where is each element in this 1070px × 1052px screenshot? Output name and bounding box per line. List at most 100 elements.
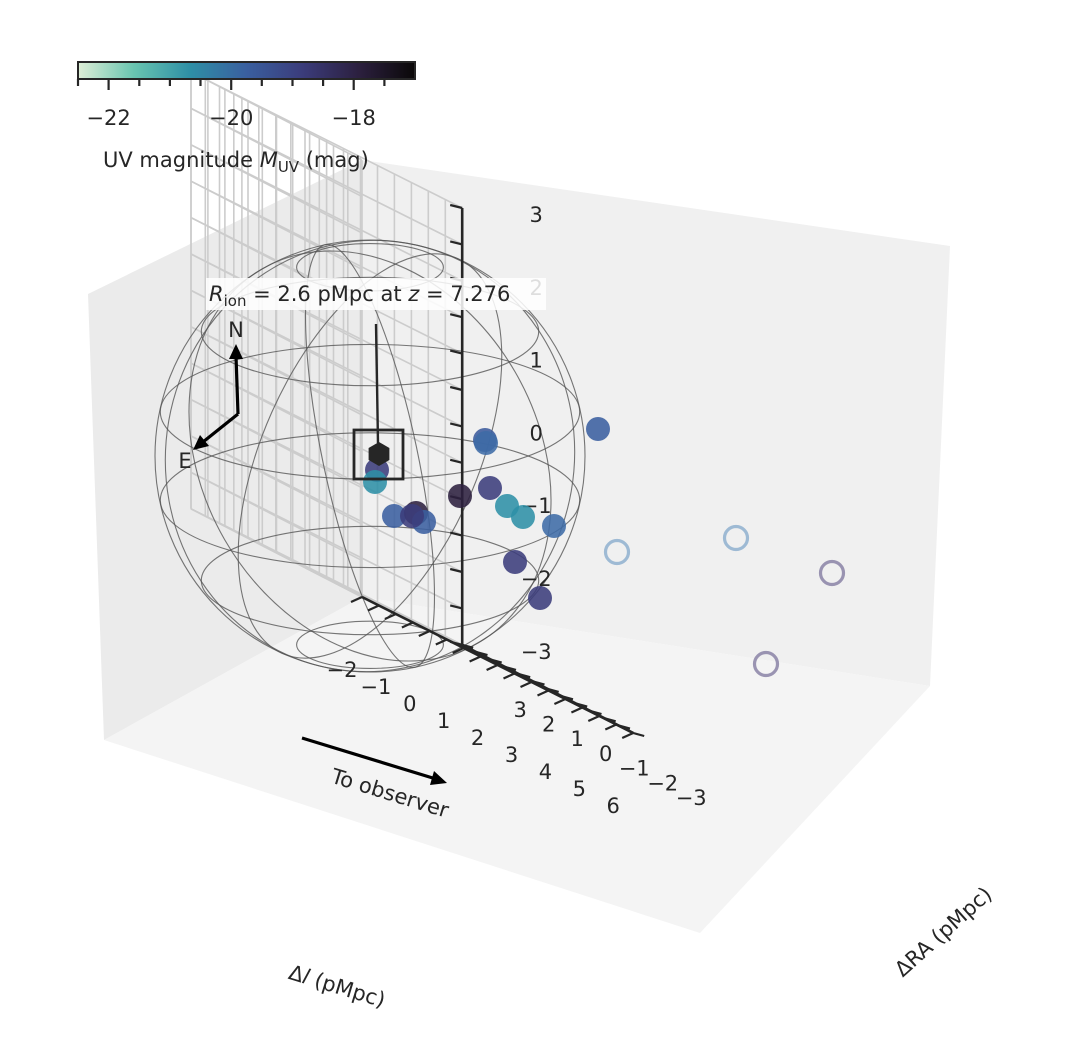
y-tick-mark (476, 651, 488, 657)
z-tick-mark (449, 567, 463, 574)
sphere-latitude (296, 620, 444, 669)
x-tick-mark (520, 680, 532, 689)
z-tick-label: 0 (530, 421, 543, 445)
y-tick-mark (518, 673, 531, 679)
left-grid-line (190, 398, 363, 489)
galaxy-point (511, 505, 535, 529)
left-grid-line (190, 180, 363, 271)
x-tick-label: 4 (539, 760, 552, 784)
z-tick-mark (449, 604, 463, 610)
z-tick-mark (449, 458, 463, 464)
x-tick-mark (537, 689, 549, 697)
colorbar-gradient (77, 61, 416, 80)
x-tick-mark (418, 629, 431, 638)
x-tick-mark (469, 655, 482, 663)
annotation-text: Rion = 2.6 pMpc at z = 7.276 (209, 282, 510, 310)
x-tick-mark (367, 604, 380, 612)
left-grid-line (190, 107, 363, 198)
x-tick-label: 2 (471, 726, 484, 750)
y-tick-mark (561, 695, 574, 701)
y-tick-mark (632, 731, 645, 738)
colorbar: −22 −20 −18 (76, 61, 416, 130)
x-tick-label: 0 (403, 692, 416, 716)
compass-north: N (228, 318, 244, 342)
left-grid-line (190, 508, 363, 598)
x-tick-label: −1 (360, 675, 391, 699)
y-tick-mark (547, 687, 559, 693)
left-grid-line (190, 326, 363, 416)
galaxy-point-open (818, 559, 846, 587)
left-grid-line (190, 471, 363, 562)
y-tick-mark (490, 658, 502, 664)
y-tick-label: −1 (619, 757, 650, 781)
y-tick-label: −2 (647, 771, 678, 795)
left-grid-line (190, 144, 363, 234)
x-tick-mark (621, 731, 634, 740)
observer-arrow (301, 736, 447, 785)
sphere-meridian (164, 239, 576, 673)
colorbar-tick-label: −20 (209, 106, 253, 130)
x-tick-label: 5 (573, 777, 586, 801)
floor-pane (104, 597, 930, 933)
galaxy-point-open (603, 538, 631, 566)
left-grid-line (190, 362, 363, 453)
y-tick-mark (575, 702, 588, 708)
x-tick-mark (401, 621, 414, 629)
galaxy-point (474, 431, 498, 455)
y-tick-mark (504, 665, 517, 671)
galaxy-point (400, 504, 424, 528)
central-source-box (352, 428, 405, 481)
z-tick-mark (449, 349, 463, 355)
central-source-marker (368, 442, 390, 466)
x-tick-mark (350, 595, 363, 604)
x-tick-mark (553, 697, 566, 706)
compass (193, 344, 243, 450)
sphere-meridian (188, 250, 552, 662)
y-tick-mark (604, 717, 616, 723)
z-tick-mark (449, 240, 463, 246)
z-tick-label: 1 (530, 349, 543, 373)
x-tick-mark (452, 646, 465, 655)
colorbar-ticks: −22 −20 −18 (76, 79, 386, 130)
y-tick-label: 3 (514, 698, 527, 722)
y-tick-label: 2 (542, 713, 555, 737)
galaxy-point-open (752, 650, 780, 678)
x-tick-label: 6 (607, 794, 620, 818)
annotation-bg (206, 278, 546, 310)
galaxy-point (503, 550, 527, 574)
galaxy-point (363, 470, 387, 494)
ionized-sphere (154, 239, 586, 673)
y-tick-label: 0 (599, 742, 612, 766)
x-tick-mark (503, 672, 515, 680)
x-tick-label: 3 (505, 743, 518, 767)
z-tick-label: −3 (521, 640, 552, 664)
y-axis-label: ΔRA (pMpc) (890, 882, 997, 981)
x-tick-label: −2 (327, 658, 358, 682)
z-tick-mark (449, 422, 463, 428)
colorbar-label: UV magnitude MUV (mag) (103, 148, 369, 176)
compass-east: E (178, 449, 191, 473)
z-tick-label: 3 (530, 203, 543, 227)
galaxy-point (478, 476, 502, 500)
z-tick-mark (449, 203, 463, 210)
x-tick-label: 1 (437, 709, 450, 733)
y-tick-mark (533, 680, 545, 686)
x-axis-label: Δl (pMpc) (286, 960, 388, 1012)
sphere-meridian (304, 243, 436, 669)
colorbar-tick-label: −18 (332, 106, 376, 130)
galaxies (363, 417, 846, 678)
y-tick-label: −3 (676, 786, 707, 810)
annotation-pointer (374, 323, 380, 444)
x-tick-mark (587, 714, 600, 723)
y-tick-mark (461, 643, 474, 649)
galaxy-point (448, 484, 472, 508)
z-tick-mark (449, 531, 463, 537)
left-grid-line (190, 71, 363, 161)
y-tick-mark (590, 709, 602, 716)
z-tick-mark (449, 385, 463, 392)
galaxy-point (528, 586, 552, 610)
colorbar-tick-label: −22 (86, 106, 130, 130)
galaxy-point (542, 514, 566, 538)
x-tick-mark (486, 663, 499, 672)
